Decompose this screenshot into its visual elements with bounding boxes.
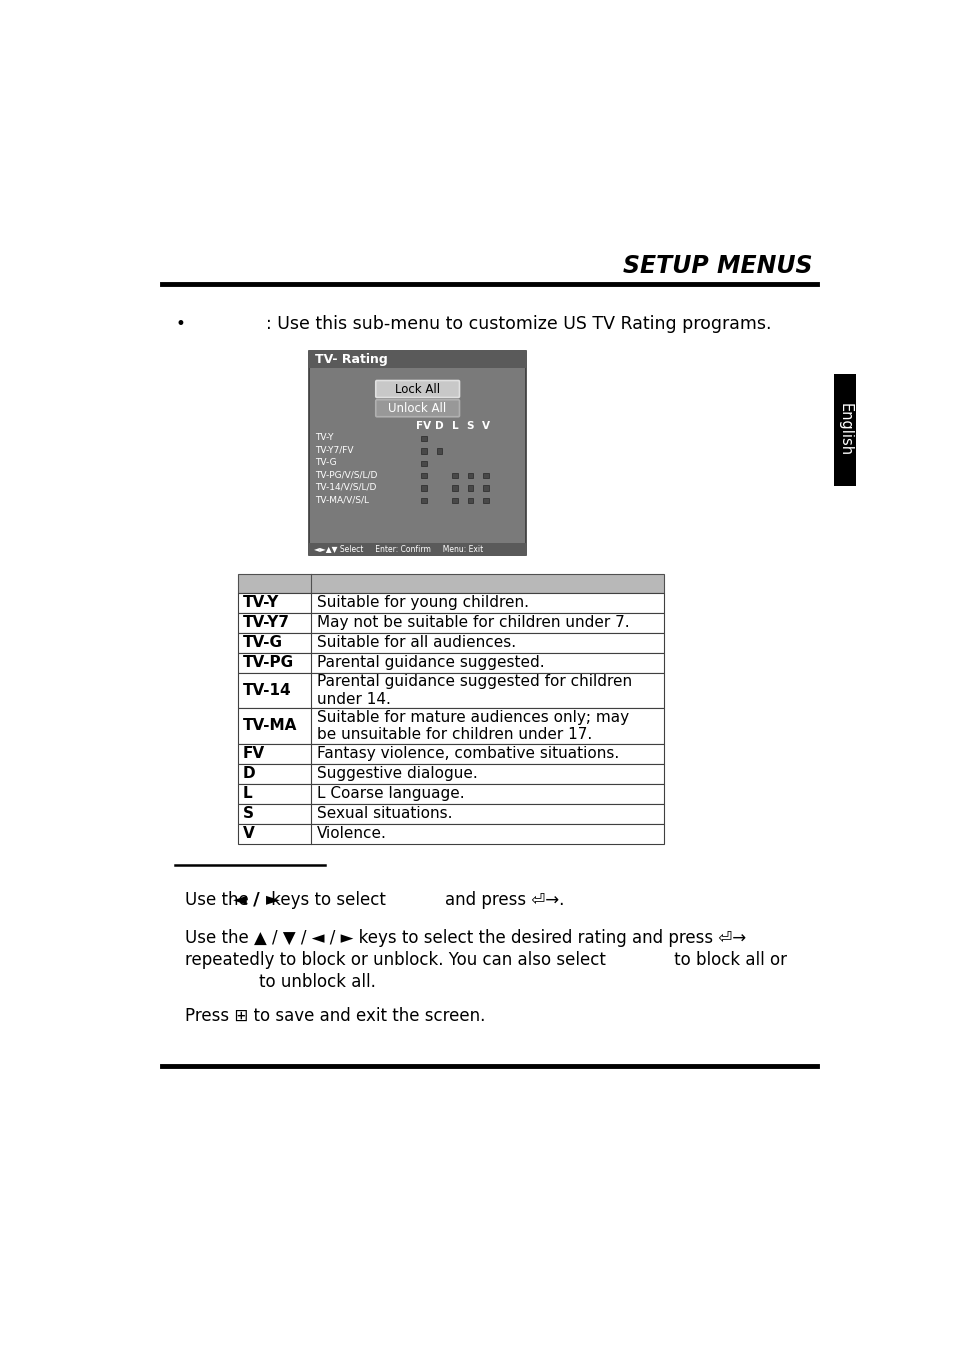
Text: Press ⊞ to save and exit the screen.: Press ⊞ to save and exit the screen. xyxy=(185,1007,485,1025)
Bar xyxy=(420,435,426,441)
Text: TV-MA/V/S/L: TV-MA/V/S/L xyxy=(315,495,369,504)
Text: SETUP MENUS: SETUP MENUS xyxy=(622,254,812,279)
Bar xyxy=(420,473,426,479)
Text: Unlock All: Unlock All xyxy=(388,402,446,415)
Bar xyxy=(237,708,663,744)
Bar xyxy=(436,449,441,454)
Bar xyxy=(237,744,663,764)
Text: L: L xyxy=(242,786,252,802)
Text: TV-MA: TV-MA xyxy=(242,718,296,733)
Text: TV-G: TV-G xyxy=(242,635,282,650)
Bar xyxy=(420,449,426,454)
Text: TV-14: TV-14 xyxy=(242,683,291,698)
Bar xyxy=(309,352,525,368)
Text: L: L xyxy=(451,420,457,430)
Text: S: S xyxy=(242,806,253,821)
Text: ◄ / ►: ◄ / ► xyxy=(233,891,280,909)
Text: •: • xyxy=(174,315,185,333)
Text: TV-Y7: TV-Y7 xyxy=(242,615,289,630)
Text: TV-PG: TV-PG xyxy=(242,656,294,671)
Bar xyxy=(309,352,525,554)
Text: under 14.: under 14. xyxy=(316,692,391,707)
Text: Fantasy violence, combative situations.: Fantasy violence, combative situations. xyxy=(316,746,618,761)
Text: Sexual situations.: Sexual situations. xyxy=(316,806,452,821)
Text: be unsuitable for children under 17.: be unsuitable for children under 17. xyxy=(316,727,592,742)
Text: and press ⏎→.: and press ⏎→. xyxy=(444,891,563,909)
Bar xyxy=(482,473,488,479)
Text: Suitable for all audiences.: Suitable for all audiences. xyxy=(316,635,516,650)
Text: TV-Y7/FV: TV-Y7/FV xyxy=(315,446,354,454)
Text: Suggestive dialogue.: Suggestive dialogue. xyxy=(316,767,477,781)
FancyBboxPatch shape xyxy=(375,380,459,397)
Text: V: V xyxy=(242,826,253,841)
Bar xyxy=(467,485,473,491)
Bar xyxy=(237,673,663,708)
Bar xyxy=(452,473,457,479)
Text: TV-Y: TV-Y xyxy=(315,434,334,442)
Bar xyxy=(452,498,457,503)
Bar xyxy=(237,653,663,673)
Text: Parental guidance suggested.: Parental guidance suggested. xyxy=(316,656,544,671)
Text: FV: FV xyxy=(416,420,431,430)
Text: TV-14/V/S/L/D: TV-14/V/S/L/D xyxy=(315,483,376,492)
Text: : Use this sub-menu to customize US TV Rating programs.: : Use this sub-menu to customize US TV R… xyxy=(266,315,771,333)
Text: Suitable for young children.: Suitable for young children. xyxy=(316,595,528,610)
Text: Suitable for mature audiences only; may: Suitable for mature audiences only; may xyxy=(316,710,628,725)
Bar xyxy=(237,764,663,784)
Text: Lock All: Lock All xyxy=(395,383,439,396)
Bar xyxy=(467,498,473,503)
Text: keys to select: keys to select xyxy=(266,891,386,909)
Bar xyxy=(420,498,426,503)
Text: TV-G: TV-G xyxy=(315,458,336,466)
Bar xyxy=(467,473,473,479)
Bar xyxy=(237,612,663,633)
Text: ◄►▲▼ Select     Enter: Confirm     Menu: Exit: ◄►▲▼ Select Enter: Confirm Menu: Exit xyxy=(314,545,482,553)
Text: S: S xyxy=(466,420,474,430)
Bar xyxy=(309,542,525,554)
Text: repeatedly to block or unblock. You can also select             to block all or: repeatedly to block or unblock. You can … xyxy=(185,950,786,969)
Bar xyxy=(237,784,663,803)
Bar xyxy=(452,485,457,491)
Text: Use the: Use the xyxy=(185,891,253,909)
Bar xyxy=(237,803,663,823)
Text: D: D xyxy=(435,420,443,430)
Text: Parental guidance suggested for children: Parental guidance suggested for children xyxy=(316,675,631,690)
Bar xyxy=(482,498,488,503)
Text: D: D xyxy=(242,767,254,781)
Text: English: English xyxy=(837,403,851,457)
Bar xyxy=(237,592,663,612)
Text: TV- Rating: TV- Rating xyxy=(315,353,388,366)
Bar xyxy=(420,461,426,466)
Bar xyxy=(237,633,663,653)
Bar xyxy=(237,575,663,592)
Bar xyxy=(482,485,488,491)
FancyBboxPatch shape xyxy=(375,400,459,416)
Text: Use the ▲ / ▼ / ◄ / ► keys to select the desired rating and press ⏎→: Use the ▲ / ▼ / ◄ / ► keys to select the… xyxy=(185,929,745,948)
Text: May not be suitable for children under 7.: May not be suitable for children under 7… xyxy=(316,615,629,630)
Bar xyxy=(833,375,855,485)
Text: to unblock all.: to unblock all. xyxy=(258,972,375,991)
Text: TV-Y: TV-Y xyxy=(242,595,278,610)
Bar xyxy=(237,823,663,844)
Text: Violence.: Violence. xyxy=(316,826,386,841)
Text: TV-PG/V/S/L/D: TV-PG/V/S/L/D xyxy=(315,470,377,480)
Bar xyxy=(420,485,426,491)
Text: V: V xyxy=(481,420,489,430)
Text: FV: FV xyxy=(242,746,264,761)
Text: L Coarse language.: L Coarse language. xyxy=(316,786,464,802)
